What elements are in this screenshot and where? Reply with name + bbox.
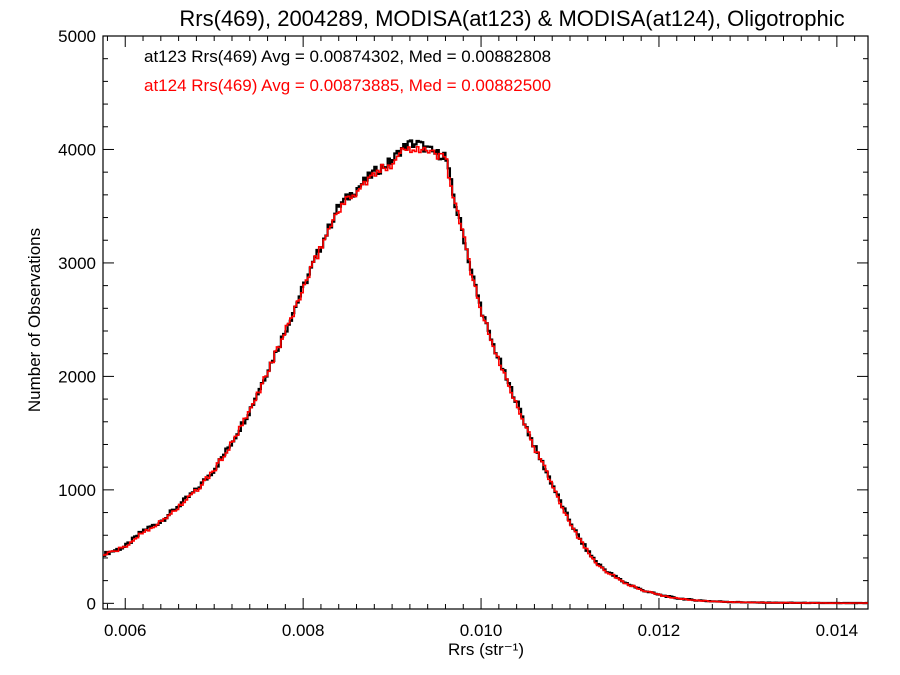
y-tick-label: 4000 (58, 140, 96, 159)
y-tick-label: 5000 (58, 27, 96, 46)
series-line-at123 (103, 139, 868, 605)
x-axis-label: Rrs (str⁻¹) (448, 640, 524, 659)
chart-title: Rrs(469), 2004289, MODISA(at123) & MODIS… (179, 6, 844, 31)
plot-frame (102, 35, 869, 610)
plot-area: 0.006 0.008 0.010 0.012 0.014 0 1000 2000 3000 40… (58, 27, 869, 640)
y-axis-label: Number of Observations (25, 228, 44, 412)
y-tick-label: 1000 (58, 481, 96, 500)
x-tick-label: 0.012 (638, 621, 681, 640)
x-tick-label: 0.006 (104, 621, 147, 640)
annotation-at123: at123 Rrs(469) Avg = 0.00874302, Med = 0… (144, 47, 551, 66)
y-tick-label: 2000 (58, 367, 96, 386)
x-tick-label: 0.010 (460, 621, 503, 640)
y-tick-label: 3000 (58, 254, 96, 273)
y-tick-label: 0 (87, 594, 96, 613)
annotation-at124: at124 Rrs(469) Avg = 0.00873885, Med = 0… (144, 76, 551, 95)
x-tick-label: 0.014 (816, 621, 859, 640)
x-tick-label: 0.008 (282, 621, 325, 640)
series-line-at124 (103, 145, 868, 604)
